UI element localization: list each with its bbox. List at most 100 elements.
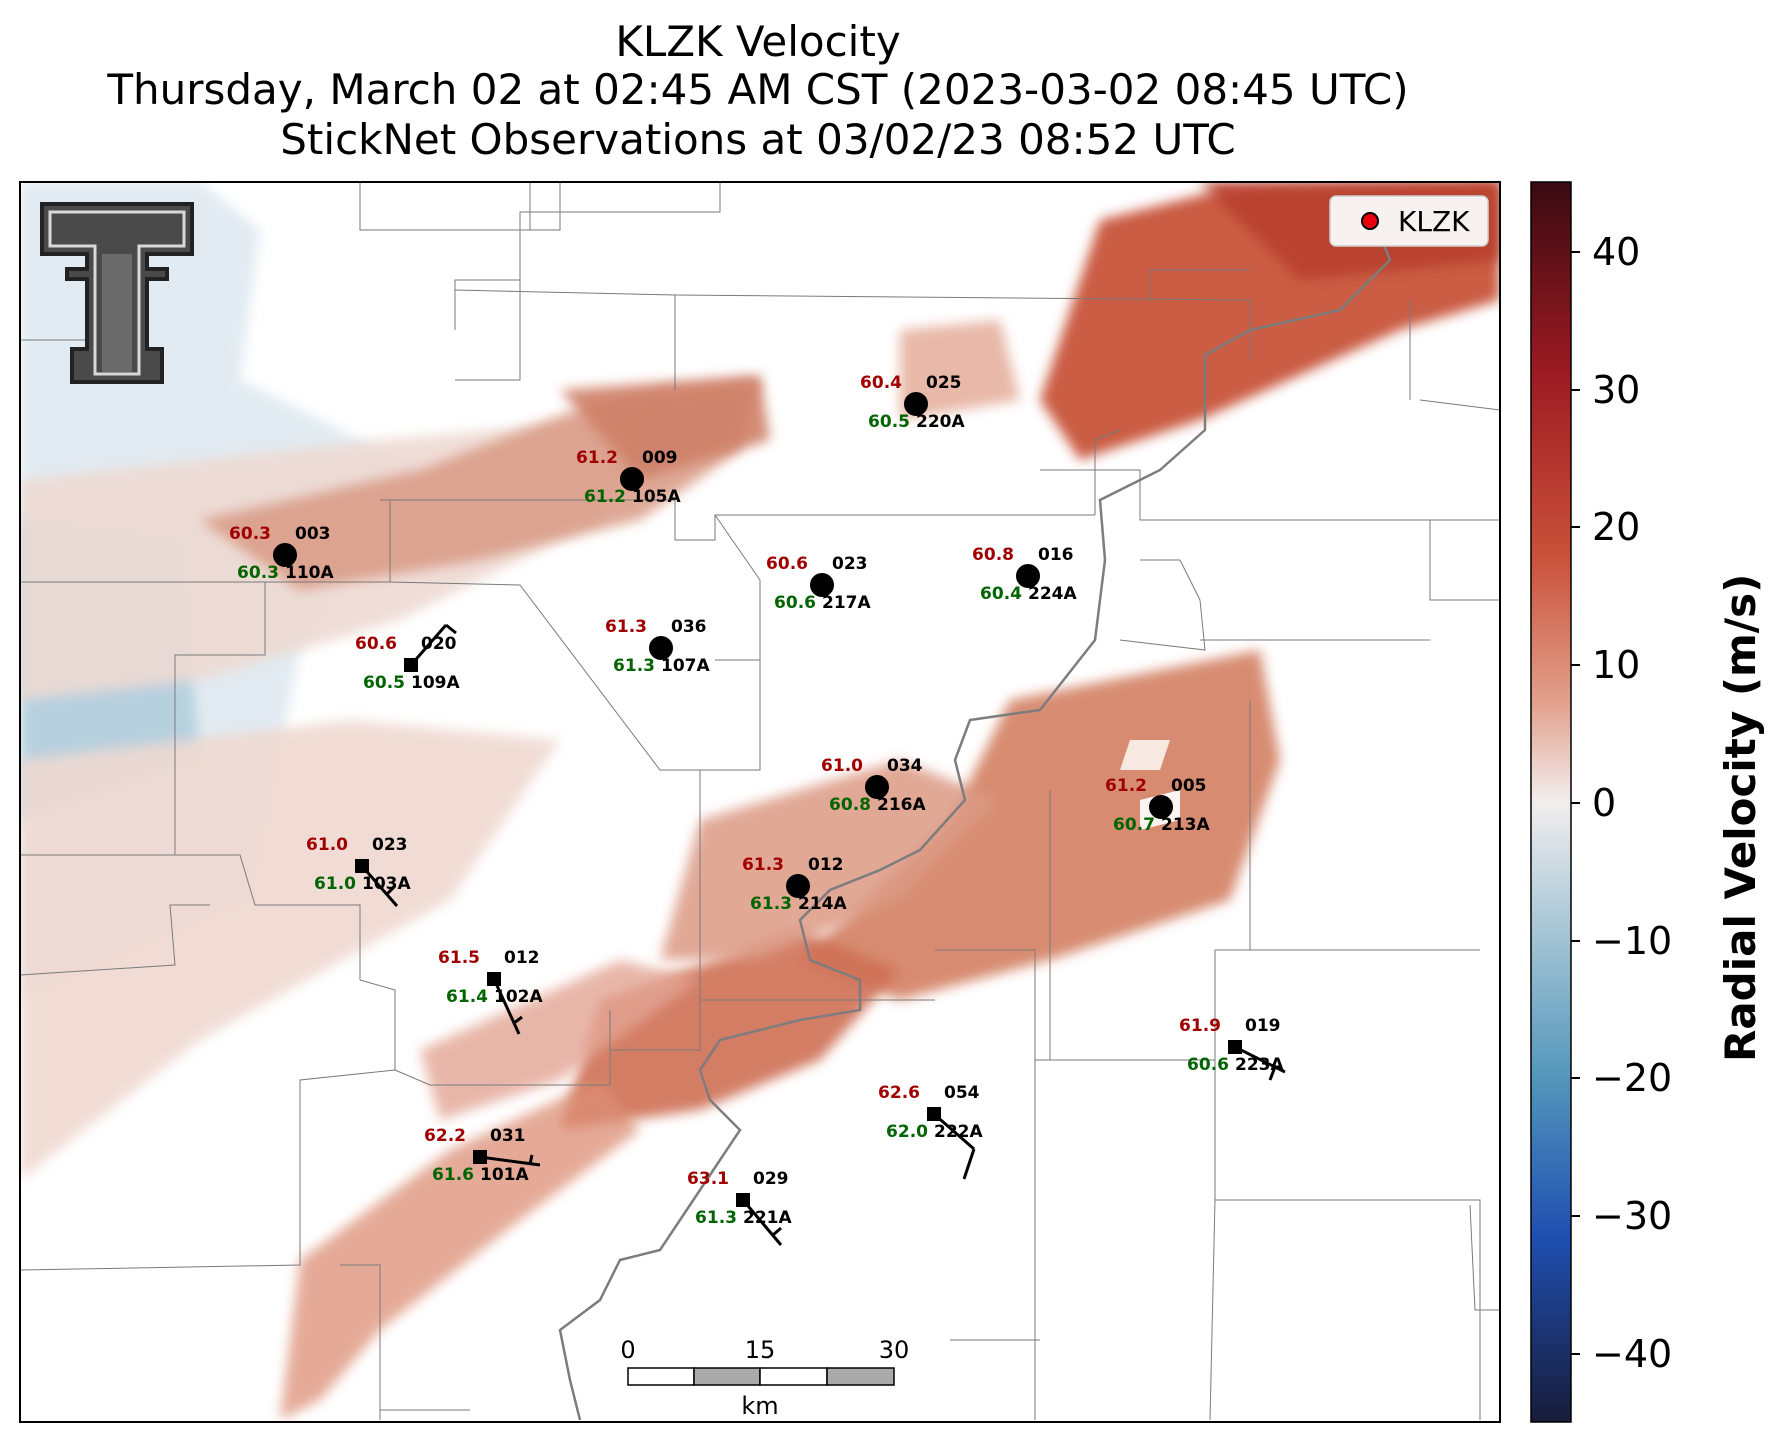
station-temperature: 60.3	[229, 524, 271, 544]
map-frame	[19, 181, 1501, 1423]
station-marker-circle	[904, 392, 928, 416]
station: 61.3 012 61.3 214A	[742, 855, 847, 914]
station: 61.2 009 61.2 105A	[576, 448, 681, 507]
colorbar-tick: −20	[1592, 1056, 1673, 1100]
station: 60.6 023 60.6 217A	[766, 554, 871, 613]
station-marker-circle	[865, 775, 889, 799]
station-marker-square	[404, 658, 418, 672]
colorbar-tick: −30	[1592, 1194, 1673, 1238]
map-title: KLZK Velocity	[615, 17, 901, 66]
station-probe: 216A	[877, 795, 926, 815]
colorbar-label: Radial Velocity (m/s)	[1716, 573, 1765, 1062]
river-line	[558, 209, 1392, 1421]
wind-barb	[962, 1148, 976, 1180]
colorbar-ticks	[1571, 251, 1580, 1355]
station-dewpoint: 60.5	[363, 673, 405, 693]
station-marker-square	[927, 1107, 941, 1121]
station-temperature: 60.8	[972, 545, 1014, 565]
station-temperature: 62.2	[424, 1126, 466, 1146]
station-marker-circle	[810, 573, 834, 597]
station-id: 025	[926, 373, 962, 393]
wind-barb	[445, 623, 457, 635]
station-probe: 107A	[661, 656, 710, 676]
map-subtitle: Thursday, March 02 at 02:45 AM CST (2023…	[107, 65, 1409, 114]
station-marker-square	[473, 1150, 487, 1164]
station-id: 023	[832, 554, 868, 574]
station-id: 054	[944, 1083, 980, 1103]
station-probe: 105A	[632, 487, 681, 507]
station-probe: 221A	[743, 1208, 792, 1228]
station-id: 034	[887, 756, 923, 776]
station-marker-square	[1228, 1040, 1242, 1054]
station-id: 005	[1171, 776, 1207, 796]
scale-tick-30: 30	[879, 1336, 910, 1364]
scale-tick-0: 0	[620, 1336, 635, 1364]
station: 62.2 031 61.6 101A	[424, 1126, 541, 1185]
county-boundaries	[19, 182, 1501, 1421]
station-dewpoint: 60.4	[980, 584, 1022, 604]
station: 62.6 054 62.0 222A	[878, 1083, 983, 1180]
colorbar-tick: 40	[1592, 230, 1641, 274]
station-temperature: 63.1	[687, 1169, 729, 1189]
station-temperature: 61.2	[1105, 776, 1147, 796]
station-probe: 103A	[362, 874, 411, 894]
station: 60.3 003 60.3 110A	[229, 524, 334, 583]
colorbar	[1530, 181, 1572, 1423]
double-t-logo	[40, 202, 194, 384]
station-marker-circle	[1016, 564, 1040, 588]
station-temperature: 61.3	[605, 617, 647, 637]
station-probe: 214A	[798, 894, 847, 914]
station: 61.2 005 60.7 213A	[1105, 776, 1210, 835]
station: 60.8 016 60.4 224A	[972, 545, 1077, 604]
station-probe: 224A	[1028, 584, 1077, 604]
legend-label: KLZK	[1398, 205, 1470, 238]
station-dewpoint: 61.0	[314, 874, 356, 894]
station-probe: 213A	[1161, 815, 1210, 835]
scale-tick-15: 15	[745, 1336, 776, 1364]
wind-barb	[741, 1199, 783, 1246]
radar-legend: KLZK	[1329, 195, 1489, 247]
colorbar-tick: 10	[1592, 643, 1641, 687]
wind-barb	[492, 978, 521, 1035]
station-id: 036	[671, 617, 707, 637]
station-dewpoint: 61.4	[446, 987, 488, 1007]
station-marker-square	[736, 1193, 750, 1207]
station-id: 016	[1038, 545, 1074, 565]
station-marker-square	[487, 972, 501, 986]
station-temperature: 61.0	[821, 756, 863, 776]
station-dewpoint: 62.0	[886, 1122, 928, 1142]
wind-barb	[1234, 1045, 1286, 1074]
station-temperature: 61.0	[306, 835, 348, 855]
station-temperature: 61.3	[742, 855, 784, 875]
station: 60.6 020 60.5 109A	[355, 623, 460, 693]
station-marker-circle	[786, 874, 810, 898]
station-dewpoint: 61.3	[613, 656, 655, 676]
station-dewpoint: 60.7	[1113, 815, 1155, 835]
station-probe: 220A	[916, 412, 965, 432]
colorbar-tick: −40	[1592, 1332, 1673, 1376]
station-id: 012	[808, 855, 844, 875]
station-temperature: 60.6	[355, 634, 397, 654]
station-temperature: 61.9	[1179, 1016, 1221, 1036]
station-id: 031	[490, 1126, 526, 1146]
station-dewpoint: 61.6	[432, 1165, 474, 1185]
scale-unit: km	[741, 1392, 778, 1420]
station-marker-square	[355, 859, 369, 873]
station-temperature: 61.2	[576, 448, 618, 468]
station-probe: 110A	[285, 563, 334, 583]
station-id: 019	[1245, 1016, 1281, 1036]
station-probe: 223A	[1235, 1055, 1284, 1075]
colorbar-tick: 30	[1592, 368, 1641, 412]
wind-barb	[528, 1154, 534, 1165]
colorbar-tick: −10	[1592, 919, 1673, 963]
station-id: 023	[372, 835, 408, 855]
station: 61.3 036 61.3 107A	[605, 617, 710, 676]
station-probe: 102A	[494, 987, 543, 1007]
scale-bar: 0 15 30 km	[620, 1336, 909, 1420]
station-temperature: 60.6	[766, 554, 808, 574]
station-probe: 109A	[411, 673, 460, 693]
station-dewpoint: 61.2	[584, 487, 626, 507]
station: 63.1 029 61.3 221A	[687, 1169, 792, 1246]
wind-barb	[1268, 1066, 1277, 1081]
